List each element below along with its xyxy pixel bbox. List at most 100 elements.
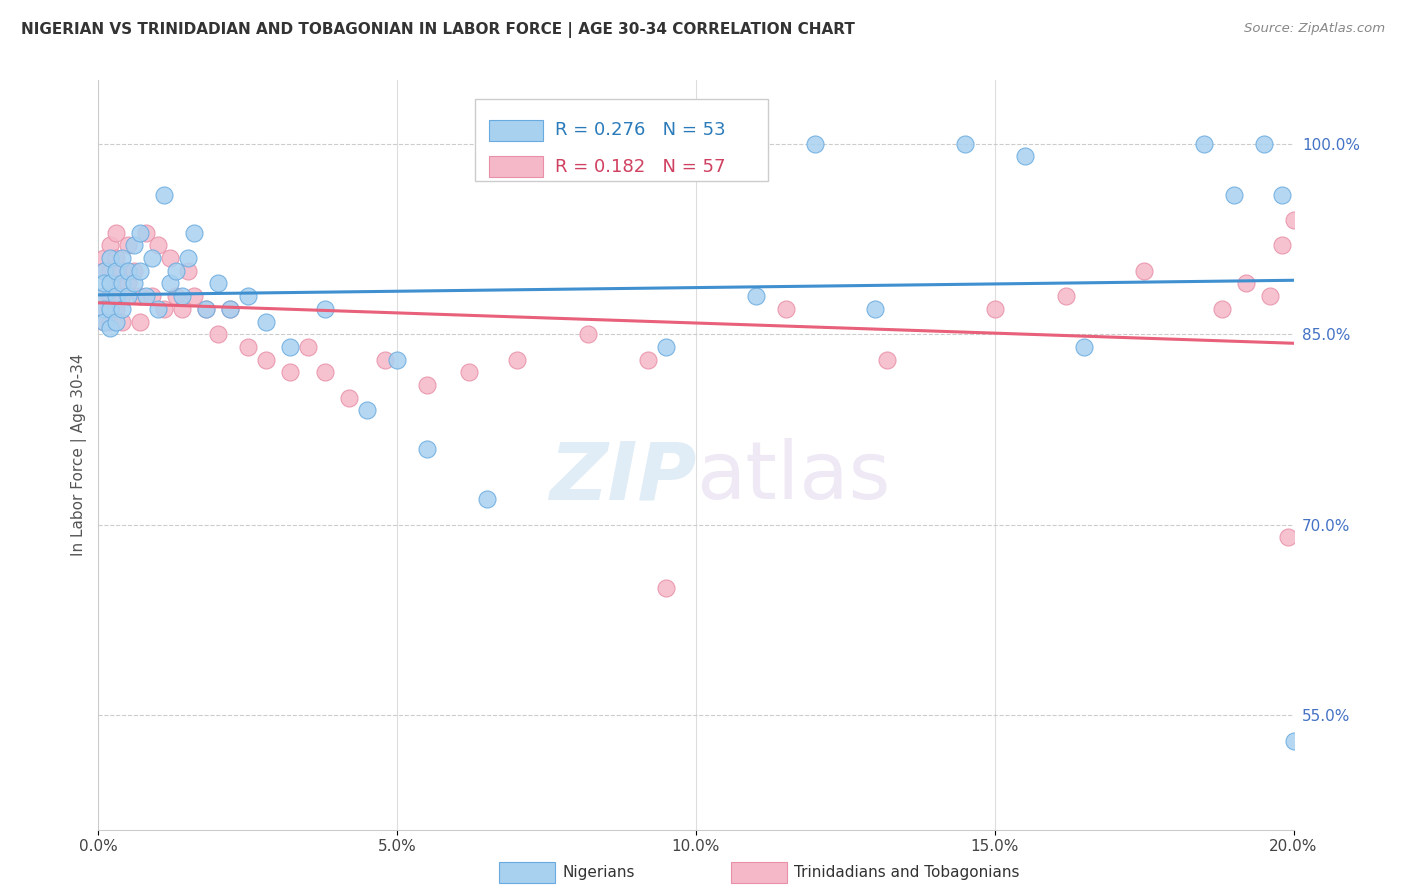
Point <box>416 442 439 456</box>
Point <box>117 238 139 252</box>
Point <box>207 277 229 291</box>
Point <box>1192 136 1215 151</box>
Point <box>105 226 128 240</box>
Point <box>105 315 128 329</box>
Point <box>105 301 128 316</box>
Text: R = 0.182   N = 57: R = 0.182 N = 57 <box>555 158 725 176</box>
Point <box>236 289 259 303</box>
FancyBboxPatch shape <box>489 120 543 141</box>
Point <box>1271 238 1294 252</box>
Point <box>356 403 378 417</box>
Point <box>153 187 176 202</box>
Point <box>165 289 187 303</box>
Point <box>1258 289 1281 303</box>
FancyBboxPatch shape <box>489 156 543 178</box>
Point <box>165 264 187 278</box>
Point <box>1234 277 1257 291</box>
Point <box>98 321 122 335</box>
Point <box>111 301 134 316</box>
Point <box>159 251 181 265</box>
Point <box>1014 149 1036 163</box>
Point <box>236 340 259 354</box>
Point <box>93 301 115 316</box>
Point <box>129 226 152 240</box>
Point <box>93 315 115 329</box>
Text: Source: ZipAtlas.com: Source: ZipAtlas.com <box>1244 22 1385 36</box>
Point <box>93 264 115 278</box>
Point <box>475 492 498 507</box>
Point <box>315 365 337 379</box>
Point <box>984 301 1007 316</box>
Point <box>506 352 529 367</box>
Point <box>578 327 600 342</box>
Point <box>93 315 115 329</box>
Point <box>315 301 337 316</box>
Point <box>93 289 115 303</box>
Point <box>775 301 797 316</box>
Point <box>93 289 115 303</box>
Point <box>339 391 361 405</box>
Point <box>111 315 134 329</box>
Point <box>111 251 134 265</box>
Point <box>98 238 122 252</box>
Point <box>129 289 152 303</box>
Point <box>1271 187 1294 202</box>
Point <box>117 277 139 291</box>
Point <box>172 289 194 303</box>
Point <box>98 264 122 278</box>
Point <box>655 340 678 354</box>
Point <box>876 352 898 367</box>
Point <box>124 277 146 291</box>
Point <box>804 136 827 151</box>
Point <box>745 289 768 303</box>
Point <box>655 581 678 595</box>
Point <box>1211 301 1233 316</box>
Point <box>98 315 122 329</box>
Point <box>135 226 157 240</box>
FancyBboxPatch shape <box>475 99 768 181</box>
Point <box>159 277 181 291</box>
Point <box>177 251 200 265</box>
Text: atlas: atlas <box>696 438 890 516</box>
Point <box>1073 340 1095 354</box>
Point <box>117 264 139 278</box>
Point <box>1056 289 1078 303</box>
Point <box>105 251 128 265</box>
Point <box>129 264 152 278</box>
Point <box>98 277 122 291</box>
Y-axis label: In Labor Force | Age 30-34: In Labor Force | Age 30-34 <box>72 353 87 557</box>
Point <box>374 352 396 367</box>
Point <box>416 378 439 392</box>
Point <box>98 251 122 265</box>
Point <box>297 340 319 354</box>
Point <box>1282 733 1305 747</box>
Point <box>177 264 200 278</box>
Point <box>105 277 128 291</box>
Point <box>1133 264 1156 278</box>
Point <box>105 289 128 303</box>
Text: NIGERIAN VS TRINIDADIAN AND TOBAGONIAN IN LABOR FORCE | AGE 30-34 CORRELATION CH: NIGERIAN VS TRINIDADIAN AND TOBAGONIAN I… <box>21 22 855 38</box>
Point <box>219 301 242 316</box>
Point <box>124 238 146 252</box>
Point <box>98 289 122 303</box>
Point <box>1223 187 1246 202</box>
Point <box>111 289 134 303</box>
Point <box>278 365 301 379</box>
Point <box>141 251 163 265</box>
Point <box>129 315 152 329</box>
Point <box>105 264 128 278</box>
Point <box>111 264 134 278</box>
Point <box>172 301 194 316</box>
Point <box>254 352 277 367</box>
Text: Trinidadians and Tobagonians: Trinidadians and Tobagonians <box>794 865 1019 880</box>
Point <box>117 289 139 303</box>
Point <box>148 301 170 316</box>
Point <box>148 238 170 252</box>
Point <box>93 301 115 316</box>
Point <box>141 289 163 303</box>
Point <box>207 327 229 342</box>
Point <box>183 289 205 303</box>
Point <box>1282 213 1305 227</box>
Point <box>385 352 409 367</box>
Point <box>254 315 277 329</box>
